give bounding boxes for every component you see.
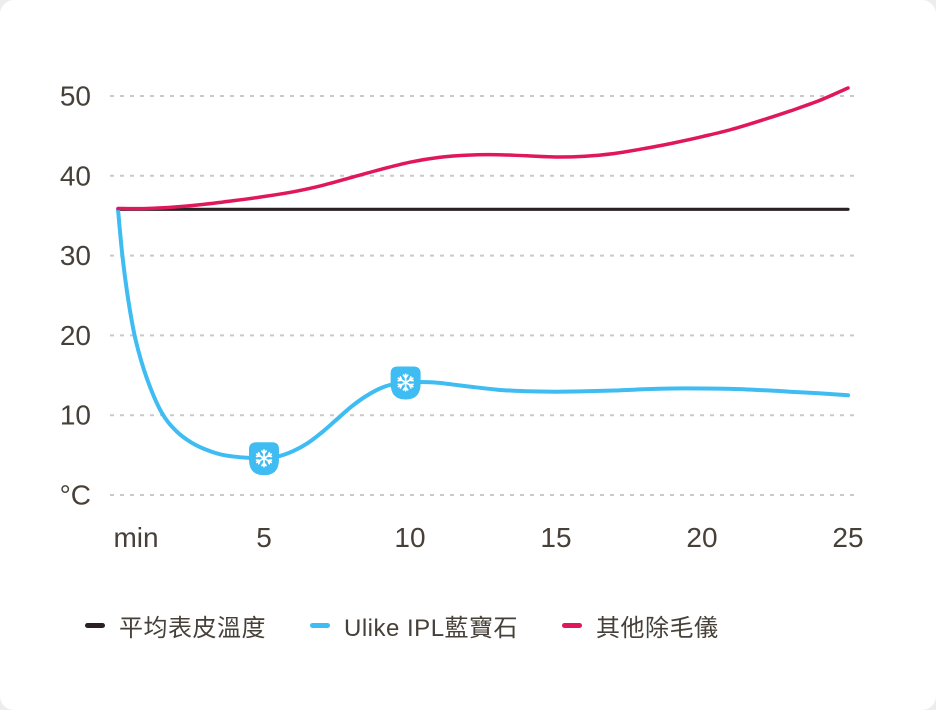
- chart-legend: 平均表皮溫度 Ulike IPL藍寶石 其他除毛儀: [85, 608, 719, 643]
- y-tick-label-40: 40: [60, 160, 91, 191]
- snowflake-icon: [255, 449, 273, 468]
- snowflake-icon: [397, 373, 414, 392]
- legend-label-average-skin-temp: 平均表皮溫度: [119, 615, 266, 642]
- legend-item-average-skin-temp: 平均表皮溫度: [85, 608, 266, 643]
- x-tick-label-20: 20: [686, 522, 717, 553]
- legend-label-ulike-ipl-sapphire: Ulike IPL藍寶石: [344, 615, 519, 642]
- series-line-other-hair-removal-devices: [116, 86, 850, 211]
- temperature-line-chart: °C 10 20 30 40 50 min 5 10 15 20 25: [60, 81, 864, 554]
- y-tick-label-20: 20: [60, 320, 91, 351]
- y-tick-label-10: 10: [60, 400, 91, 431]
- x-tick-label-25: 25: [832, 522, 863, 553]
- legend-label-other-hair-removal-devices: 其他除毛儀: [596, 615, 719, 642]
- y-tick-label-50: 50: [60, 81, 91, 112]
- y-tick-label-°C: °C: [60, 480, 91, 511]
- legend-marker-average-skin-temp-icon: [85, 623, 105, 628]
- y-tick-label-30: 30: [60, 240, 91, 271]
- legend-marker-ulike-ipl-sapphire-icon: [310, 623, 330, 628]
- series-line-ulike-ipl-sapphire: [116, 207, 850, 461]
- legend-item-ulike-ipl-sapphire: Ulike IPL藍寶石: [310, 608, 518, 643]
- x-tick-label-15: 15: [540, 522, 571, 553]
- legend-marker-other-hair-removal-devices-icon: [562, 623, 583, 628]
- x-tick-label-min: min: [113, 522, 158, 553]
- legend-item-other-hair-removal-devices: 其他除毛儀: [562, 608, 719, 643]
- x-tick-label-10: 10: [394, 522, 425, 553]
- x-tick-label-5: 5: [256, 522, 272, 553]
